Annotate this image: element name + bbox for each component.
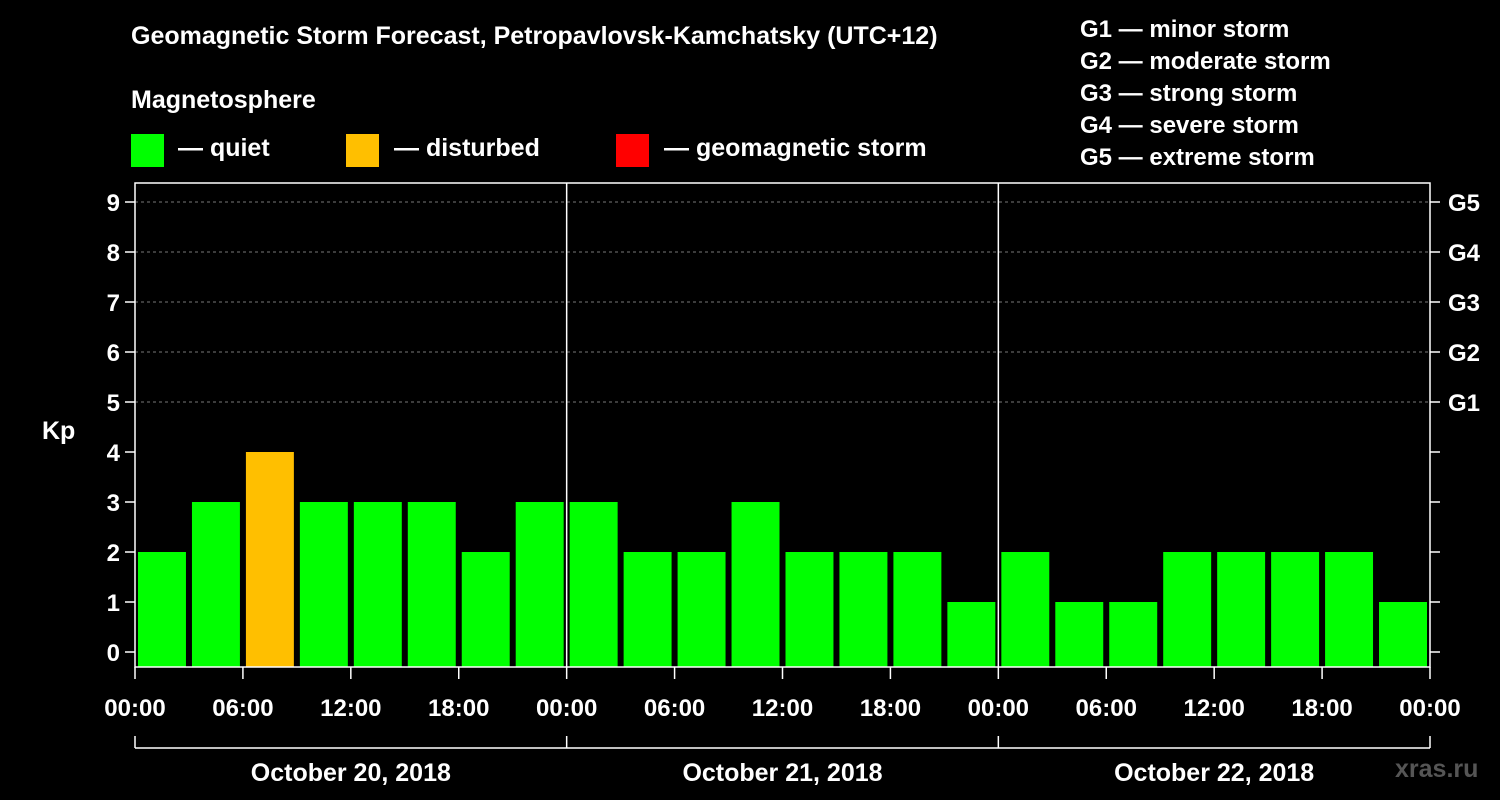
bar: [1379, 602, 1427, 667]
x-tick-label: 06:00: [1076, 695, 1137, 722]
bar: [1001, 552, 1050, 667]
x-tick-label: 00:00: [968, 695, 1029, 722]
legend-label-storm: — geomagnetic storm: [664, 134, 927, 162]
right-tick-label: G4: [1448, 240, 1481, 267]
bar: [947, 602, 996, 667]
y-tick-label: 6: [107, 340, 120, 367]
bar: [299, 502, 348, 667]
bar: [461, 552, 510, 667]
bar: [1163, 552, 1212, 667]
bar: [138, 552, 186, 667]
bar: [839, 552, 888, 667]
bar: [1109, 602, 1158, 667]
bar: [1325, 552, 1374, 667]
x-tick-label: 06:00: [212, 695, 273, 722]
bar: [191, 502, 240, 667]
bar: [407, 502, 456, 667]
x-tick-label: 12:00: [752, 695, 813, 722]
y-tick-label: 2: [107, 540, 120, 567]
x-tick-label: 18:00: [428, 695, 489, 722]
x-tick-label: 06:00: [644, 695, 705, 722]
x-tick-label: 18:00: [1291, 695, 1352, 722]
y-tick-label: 8: [107, 240, 120, 267]
x-tick-label: 12:00: [1183, 695, 1244, 722]
y-tick-label: 5: [107, 390, 120, 417]
storm-scale-g1: G1 — minor storm: [1080, 16, 1290, 43]
day-label: October 22, 2018: [1114, 759, 1314, 787]
legend-label-quiet: — quiet: [178, 134, 270, 162]
legend-swatch-disturbed: [346, 134, 379, 167]
right-tick-label: G5: [1448, 190, 1480, 217]
bar: [515, 502, 564, 667]
legend-label-disturbed: — disturbed: [394, 134, 540, 162]
legend-swatch-quiet: [131, 134, 164, 167]
y-tick-label: 1: [107, 590, 120, 617]
bar: [893, 552, 942, 667]
right-tick-label: G3: [1448, 290, 1480, 317]
bar: [569, 502, 618, 667]
right-tick-label: G2: [1448, 340, 1480, 367]
day-label: October 20, 2018: [251, 759, 451, 787]
day-label: October 21, 2018: [682, 759, 882, 787]
x-tick-label: 18:00: [860, 695, 921, 722]
chart-title: Geomagnetic Storm Forecast, Petropavlovs…: [131, 22, 938, 50]
x-tick-label: 00:00: [536, 695, 597, 722]
bar: [677, 552, 726, 667]
storm-scale-g2: G2 — moderate storm: [1080, 48, 1331, 75]
storm-scale-g3: G3 — strong storm: [1080, 80, 1298, 107]
watermark: xras.ru: [1395, 755, 1479, 783]
bar: [785, 552, 834, 667]
legend-swatch-storm: [616, 134, 649, 167]
bar: [1217, 552, 1266, 667]
y-axis-label: Kp: [42, 417, 75, 445]
bar: [731, 502, 780, 667]
bar: [1055, 602, 1104, 667]
x-tick-label: 00:00: [104, 695, 165, 722]
y-tick-label: 7: [107, 290, 120, 317]
bar: [623, 552, 672, 667]
bar: [353, 502, 402, 667]
bar: [1271, 552, 1320, 667]
x-tick-label: 00:00: [1399, 695, 1460, 722]
legend-title: Magnetosphere: [131, 86, 316, 114]
y-tick-label: 3: [107, 490, 120, 517]
y-tick-label: 4: [107, 440, 121, 467]
x-tick-label: 12:00: [320, 695, 381, 722]
y-tick-label: 9: [107, 190, 120, 217]
right-tick-label: G1: [1448, 390, 1480, 417]
bar: [245, 452, 294, 667]
y-tick-label: 0: [107, 640, 120, 667]
storm-scale-g5: G5 — extreme storm: [1080, 144, 1315, 171]
storm-scale-g4: G4 — severe storm: [1080, 112, 1299, 139]
